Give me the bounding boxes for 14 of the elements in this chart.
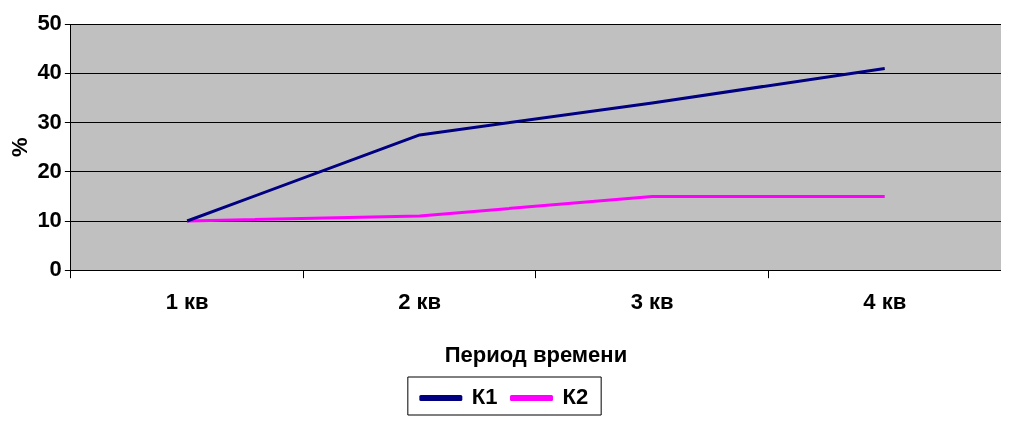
legend-label: К1	[471, 384, 498, 410]
y-tick-label: 0	[49, 256, 62, 282]
x-tick-label: 3 кв	[630, 289, 674, 315]
x-tick-label: 4 кв	[863, 289, 907, 315]
y-tick-label: 40	[37, 59, 62, 85]
y-tick-label: 10	[37, 207, 62, 233]
y-tick-label: 50	[37, 10, 62, 36]
legend-label: К2	[562, 384, 589, 410]
y-tick-label: 20	[37, 157, 62, 183]
y-axis-title: %	[7, 137, 33, 157]
x-axis-title: Период времени	[444, 341, 628, 367]
x-tick-label: 2 кв	[398, 289, 442, 315]
x-tick-label: 1 кв	[165, 289, 209, 315]
y-tick-label: 30	[37, 108, 62, 134]
